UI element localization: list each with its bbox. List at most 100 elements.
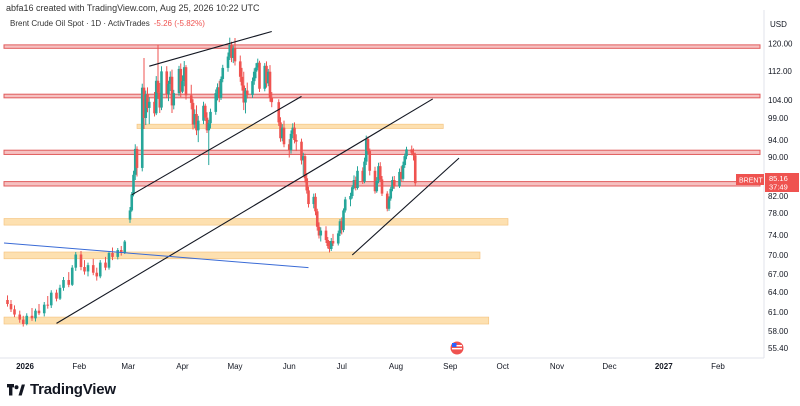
candle[interactable] [209,108,212,129]
trend-line[interactable] [149,30,272,67]
trend-line[interactable] [351,157,460,256]
candle[interactable] [301,152,305,176]
candle[interactable] [266,68,270,87]
candle[interactable] [116,248,120,260]
candle[interactable] [251,77,254,98]
candle[interactable] [107,251,111,270]
candle[interactable] [226,52,230,72]
candle[interactable] [280,124,284,142]
support-zone[interactable] [3,251,481,260]
candle[interactable] [21,315,25,327]
candle[interactable] [268,65,272,102]
candle[interactable] [146,87,149,113]
candle[interactable] [18,310,22,323]
price-label[interactable]: BRENT 85.16 37:49 [736,173,799,192]
candle[interactable] [228,37,232,60]
resistance-zone[interactable] [3,93,761,99]
candle[interactable] [361,167,365,184]
candle[interactable] [350,185,354,199]
candle[interactable] [86,262,90,277]
candle[interactable] [79,251,83,271]
candle[interactable] [324,226,328,243]
candle[interactable] [410,145,414,156]
candle[interactable] [214,89,218,115]
candle[interactable] [67,272,71,288]
candle[interactable] [104,256,107,271]
candle[interactable] [140,83,144,172]
candle[interactable] [328,241,331,253]
candle[interactable] [154,76,158,116]
candle[interactable] [181,75,184,94]
support-zone[interactable] [136,123,444,129]
candle[interactable] [312,193,316,209]
candle[interactable] [387,196,391,211]
candle[interactable] [377,162,380,184]
candle[interactable] [391,176,394,192]
candle[interactable] [401,161,405,181]
candle[interactable] [98,260,102,279]
candle[interactable] [42,302,46,317]
candle[interactable] [13,305,16,318]
candle[interactable] [349,192,352,207]
candle[interactable] [303,153,307,183]
candle[interactable] [6,295,9,307]
candle[interactable] [172,89,176,110]
candle[interactable] [405,146,408,160]
candle[interactable] [216,83,219,101]
candle[interactable] [343,196,347,213]
candle[interactable] [189,84,193,110]
candle[interactable] [221,64,225,83]
candle[interactable] [133,144,137,180]
candle[interactable] [398,168,401,189]
candle[interactable] [135,146,139,177]
trend-line[interactable] [56,98,434,324]
candle[interactable] [142,57,146,129]
candle[interactable] [375,177,379,193]
candle[interactable] [128,207,132,223]
candle[interactable] [111,247,114,261]
candle[interactable] [91,258,95,276]
candle[interactable] [354,176,358,191]
candle[interactable] [168,71,172,91]
candle[interactable] [368,148,372,176]
candle[interactable] [144,90,148,126]
candle[interactable] [389,186,393,201]
candle[interactable] [83,260,86,275]
candle[interactable] [314,193,317,216]
candle[interactable] [207,119,211,166]
candle[interactable] [326,237,330,249]
candle[interactable] [167,80,170,102]
support-zone[interactable] [3,316,490,325]
candle[interactable] [385,191,389,212]
candle[interactable] [245,82,249,99]
candle[interactable] [55,289,58,302]
resistance-zone[interactable] [3,44,761,49]
candle[interactable] [182,61,186,87]
candle[interactable] [331,233,335,246]
candle[interactable] [130,192,134,212]
candle[interactable] [123,240,127,254]
candle[interactable] [366,136,370,155]
candle[interactable] [413,152,417,186]
candle[interactable] [256,58,260,71]
candle[interactable] [240,67,244,91]
candle[interactable] [219,76,223,100]
candle[interactable] [412,148,415,161]
resistance-zone[interactable] [3,149,761,155]
candle[interactable] [58,284,62,300]
candle[interactable] [317,222,321,239]
candle[interactable] [373,166,377,194]
candle[interactable] [37,304,41,316]
candle[interactable] [338,219,342,236]
candle[interactable] [356,166,359,190]
blue-trend-line[interactable] [3,242,309,269]
candle[interactable] [287,139,291,158]
candle[interactable] [160,66,163,111]
candle[interactable] [233,38,237,66]
candle[interactable] [392,175,396,189]
candle[interactable] [238,55,242,82]
candle[interactable] [399,166,403,182]
candle[interactable] [132,170,135,197]
candle[interactable] [352,175,356,190]
